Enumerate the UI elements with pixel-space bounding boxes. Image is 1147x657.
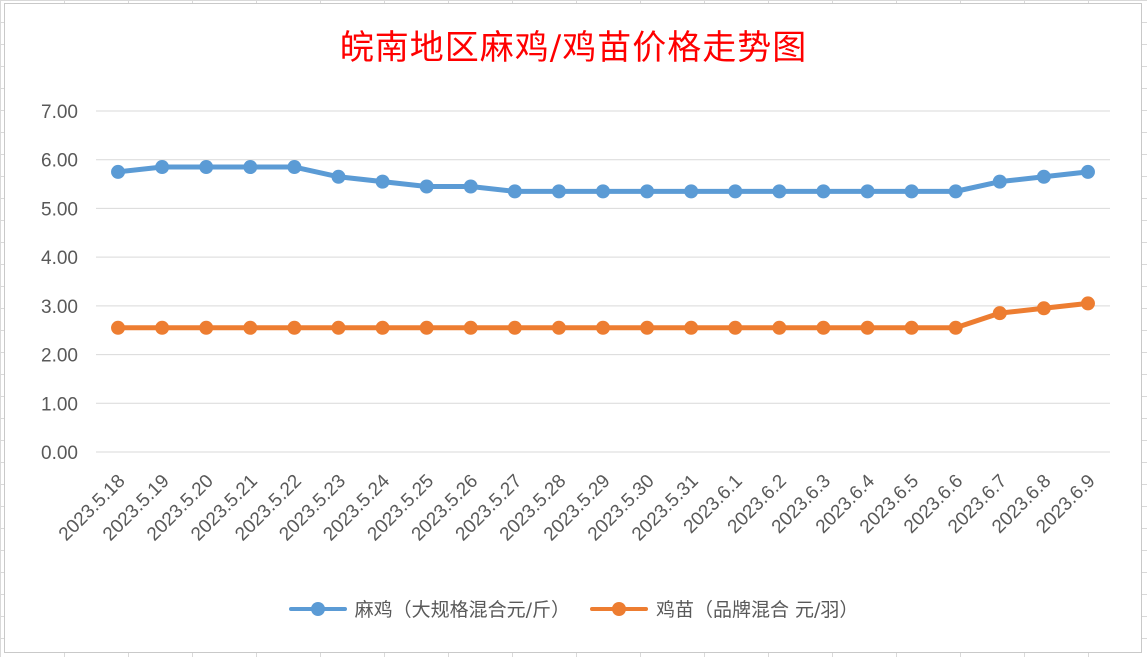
y-tick-label: 3.00 [41,297,78,318]
legend-marker-icon [589,601,648,616]
series-2-point [463,320,478,335]
series-2-point [507,320,522,335]
series-2-point [375,320,390,335]
series-2-point [992,306,1007,321]
series-1-point [155,160,170,175]
series-1-point [419,179,434,194]
y-tick-label: 2.00 [41,346,78,367]
series-2-point [551,320,566,335]
series-1-point [860,184,875,199]
series-1-point [1036,169,1051,184]
series-1-point [992,174,1007,189]
y-tick-label: 1.00 [41,394,78,415]
series-1-point [199,160,214,175]
series-2-point [287,320,302,335]
series-2-point [155,320,170,335]
series-1-point [463,179,478,194]
series-2-point [684,320,699,335]
series-2-point [728,320,743,335]
legend: 麻鸡（大规格混合元/斤） 鸡苗（品牌混合 元/羽） [0,595,1147,622]
series-2-point [596,320,610,335]
series-1-point [1080,164,1095,179]
series-1-point [287,160,302,175]
series-2-point [1036,301,1051,316]
legend-marker-icon [288,601,347,616]
series-1-point [904,184,919,199]
series-1-point [331,169,346,184]
y-tick-label: 7.00 [41,102,78,123]
series-1-point [375,174,390,189]
series-2-point [111,320,126,335]
series-2-point [904,320,919,335]
series-1-point [948,184,963,199]
series-1-point [640,184,655,199]
series-1-point [507,184,522,199]
series-1-point [243,160,258,175]
series-2-point [199,320,214,335]
series-2-point [331,320,346,335]
legend-item-series-1: 麻鸡（大规格混合元/斤） [288,595,570,622]
series-1-point [551,184,566,199]
legend-item-series-2: 鸡苗（品牌混合 元/羽） [589,595,859,622]
series-2-point [640,320,655,335]
series-1-point [684,184,699,199]
series-2-point [948,320,963,335]
series-1-point [772,184,787,199]
y-tick-label: 0.00 [41,443,78,464]
series-1-point [596,184,610,199]
chart-title: 皖南地区麻鸡/鸡苗价格走势图 [339,28,808,68]
series-2-point [243,320,258,335]
series-2-point [1080,296,1095,311]
series-1-point [111,164,126,179]
series-2-point [772,320,787,335]
legend-label: 麻鸡（大规格混合元/斤） [354,599,570,621]
series-2-point [816,320,831,335]
series-2-point [860,320,875,335]
y-tick-label: 6.00 [41,151,78,172]
series-2-point [419,320,434,335]
series-1-point [728,184,743,199]
y-tick-label: 4.00 [41,248,78,269]
legend-label: 鸡苗（品牌混合 元/羽） [655,599,859,621]
y-tick-label: 5.00 [41,199,78,220]
series-1-point [816,184,831,199]
